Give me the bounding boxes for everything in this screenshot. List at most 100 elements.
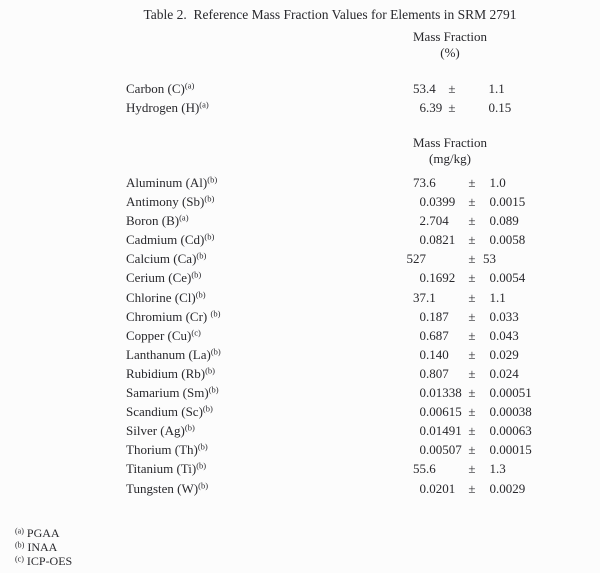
method-superscript: (b): [205, 365, 216, 376]
percent-section-rows: Carbon (C)(a) 53.4 ±1.1 Hydrogen (H)(a) 6.39…: [126, 79, 546, 117]
element-name: Antimony (Sb): [126, 194, 205, 210]
element-name: Chlorine (Cl): [126, 289, 196, 305]
value-integer: 55: [413, 461, 426, 477]
footnotes: (a) PGAA (b) INAA (c) ICP-OES: [15, 526, 72, 568]
method-superscript: (b): [210, 346, 221, 357]
value-integer: 73: [413, 175, 426, 190]
element-name: Tungsten (W): [126, 480, 199, 496]
uncertainty-integer: 0: [489, 346, 497, 362]
method-superscript: (b): [195, 289, 206, 300]
element-label: Scandium (Sc)(b): [126, 402, 399, 421]
method-superscript: (b): [196, 250, 207, 261]
uncertainty-fraction: .00063: [496, 423, 532, 439]
element-name: Boron (B): [126, 213, 180, 229]
uncertainty-integer: 1: [489, 175, 497, 190]
value-integer: 0: [419, 232, 427, 248]
uncertainty-fraction: [496, 249, 550, 268]
plus-minus-sign: ±: [468, 213, 476, 229]
plus-minus-sign: ±: [468, 423, 476, 439]
footnote: (b) INAA: [15, 540, 72, 554]
element-label: Calcium (Ca)(b): [126, 249, 399, 268]
value-integer: 0: [419, 194, 427, 210]
footnote-marker: (a): [15, 526, 24, 536]
element-label: Boron (B)(a): [126, 211, 399, 230]
method-superscript: (b): [196, 460, 207, 471]
uncertainty-fraction: .1: [495, 81, 505, 96]
footnote-label: INAA: [24, 540, 58, 554]
method-superscript: (b): [184, 422, 195, 433]
uncertainty-fraction: .00015: [496, 442, 532, 458]
footnote: (c) ICP-OES: [15, 554, 72, 568]
column-header-mgkg: Mass Fraction (mg/kg): [390, 135, 510, 167]
plus-minus-sign: ±: [468, 251, 476, 267]
element-name: Aluminum (Al): [126, 175, 208, 190]
element-label: Hydrogen (H)(a): [126, 98, 399, 117]
uncertainty-integer: 0: [489, 232, 497, 248]
value-integer: 0: [419, 270, 427, 286]
mgkg-unit-label: (mg/kg): [429, 151, 471, 166]
mass-fraction-label: Mass Fraction: [412, 135, 488, 150]
plus-minus-sign: ±: [468, 289, 476, 305]
value-fraction: .0201: [426, 480, 456, 496]
plus-minus-sign: ±: [448, 81, 456, 96]
uncertainty-fraction: .0054: [496, 270, 526, 286]
element-label: Carbon (C)(a): [126, 79, 399, 98]
element-label: Chromium (Cr) (b): [126, 307, 399, 326]
uncertainty-fraction: .043: [496, 327, 519, 343]
element-label: Lanthanum (La)(b): [126, 345, 399, 364]
element-label: Samarium (Sm)(b): [126, 383, 399, 402]
element-label: Chlorine (Cl)(b): [126, 288, 399, 307]
element-name: Chromium (Cr): [126, 308, 211, 324]
uncertainty-fraction: .15: [495, 100, 512, 116]
method-superscript: (b): [191, 269, 202, 280]
uncertainty-integer: 1: [488, 81, 496, 96]
plus-minus-sign: ±: [468, 327, 476, 343]
value-fraction: .140: [426, 346, 449, 362]
plus-minus-sign: ±: [468, 346, 476, 362]
method-superscript: (a): [184, 80, 195, 91]
method-superscript: (b): [198, 480, 209, 490]
method-superscript: (c): [191, 327, 201, 338]
value-integer: 0: [419, 385, 427, 401]
method-superscript: (b): [202, 403, 213, 414]
element-label: Titanium (Ti)(b): [126, 459, 399, 478]
element-name: Cadmium (Cd): [126, 232, 205, 248]
element-name: Silver (Ag): [126, 423, 185, 439]
uncertainty-integer: 0: [489, 270, 497, 286]
uncertainty-integer: 1: [489, 461, 497, 477]
footnote: (a) PGAA: [15, 526, 72, 540]
mass-fraction-label: Mass Fraction: [412, 29, 488, 44]
value-integer: 0: [419, 327, 427, 343]
value-fraction: .00507: [426, 442, 462, 458]
table-title: Table 2. Reference Mass Fraction Values …: [143, 7, 517, 22]
method-superscript: (b): [210, 308, 221, 319]
element-name: Samarium (Sm): [126, 385, 209, 401]
uncertainty-integer: 0: [489, 442, 497, 458]
element-name: Lanthanum (La): [126, 346, 211, 362]
footnote-label: ICP-OES: [23, 554, 73, 568]
method-superscript: (b): [208, 384, 219, 395]
element-label: Cadmium (Cd)(b): [126, 230, 399, 249]
uncertainty-integer: 0: [489, 480, 497, 496]
element-name: Copper (Cu): [126, 327, 192, 343]
uncertainty-fraction: .0058: [496, 232, 526, 248]
value-integer: 53: [413, 81, 426, 96]
value-integer: 0: [419, 442, 427, 458]
uncertainty-integer: 0: [489, 385, 497, 401]
plus-minus-sign: ±: [468, 194, 476, 210]
element-name: Calcium (Ca): [126, 251, 197, 267]
uncertainty-fraction: .00051: [496, 385, 532, 401]
element-label: Cerium (Ce)(b): [126, 268, 399, 287]
element-label: Rubidium (Rb)(b): [126, 364, 399, 383]
value-fraction: .00615: [426, 404, 462, 420]
value-fraction: .807: [426, 365, 449, 381]
value-fraction: .6: [426, 175, 436, 190]
value-integer: 0: [419, 480, 427, 496]
method-superscript: (b): [197, 441, 208, 452]
uncertainty-fraction: .0: [496, 175, 506, 190]
plus-minus-sign: ±: [468, 385, 476, 401]
plus-minus-sign: ±: [468, 442, 476, 458]
column-header-percent: Mass Fraction (%): [390, 29, 510, 61]
value-fraction: [426, 249, 462, 268]
uncertainty-fraction: .3: [496, 461, 506, 477]
